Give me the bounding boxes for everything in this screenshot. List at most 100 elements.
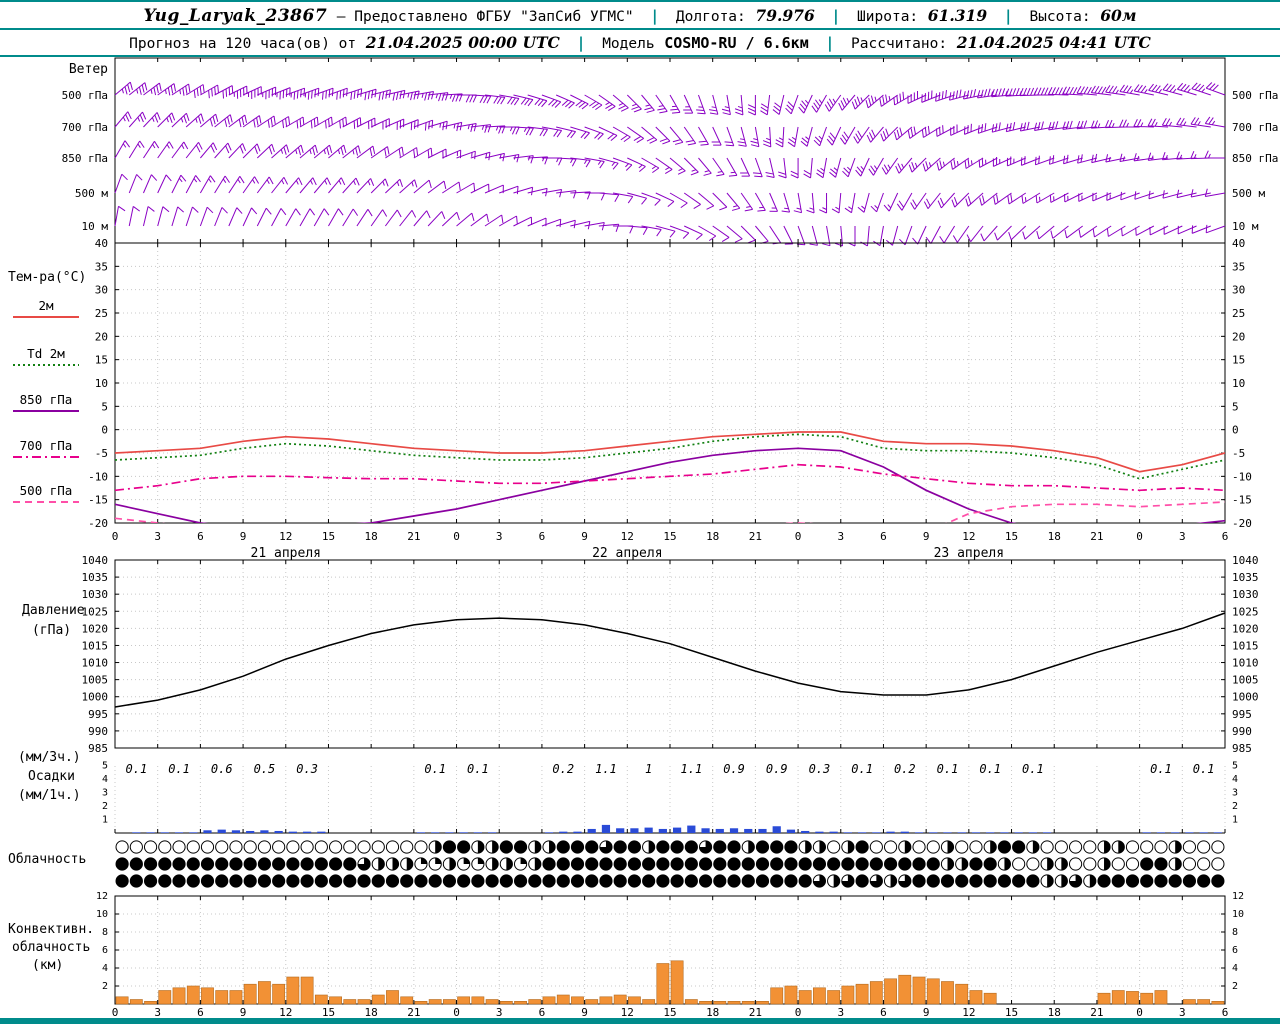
svg-text:12: 12 [621, 530, 634, 543]
svg-text:500 гПа: 500 гПа [1232, 89, 1278, 102]
svg-text:12: 12 [279, 1006, 292, 1019]
svg-text:10: 10 [95, 377, 108, 390]
svg-text:1005: 1005 [82, 674, 109, 687]
svg-text:4: 4 [1232, 774, 1238, 785]
svg-text:3: 3 [496, 1006, 503, 1019]
svg-text:9: 9 [581, 530, 588, 543]
svg-text:2: 2 [1232, 981, 1238, 992]
svg-text:0.2: 0.2 [894, 762, 916, 776]
svg-text:21: 21 [749, 1006, 762, 1019]
svg-text:-10: -10 [1232, 470, 1252, 483]
svg-text:1005: 1005 [1232, 674, 1259, 687]
svg-text:0.9: 0.9 [766, 762, 788, 776]
svg-text:-15: -15 [1232, 494, 1252, 507]
svg-text:1025: 1025 [82, 605, 109, 618]
svg-text:1000: 1000 [1232, 691, 1259, 704]
svg-text:3: 3 [102, 788, 108, 799]
svg-text:21 апреля: 21 апреля [251, 546, 321, 561]
svg-text:21: 21 [407, 530, 420, 543]
svg-text:15: 15 [663, 530, 676, 543]
svg-text:21: 21 [407, 1006, 420, 1019]
svg-text:985: 985 [1232, 742, 1252, 755]
svg-text:-15: -15 [88, 494, 108, 507]
svg-text:18: 18 [706, 530, 719, 543]
legend-item-700: 700 гПа [8, 438, 84, 461]
model-label: Модель [602, 36, 655, 52]
svg-text:1010: 1010 [82, 657, 109, 670]
altitude-label: Высота: [1029, 9, 1091, 25]
svg-text:25: 25 [95, 307, 108, 320]
svg-text:18: 18 [365, 530, 378, 543]
svg-text:18: 18 [706, 1006, 719, 1019]
svg-text:21: 21 [1090, 1006, 1103, 1019]
header-line-2: Прогноз на 120 часа(ов) от 21.04.2025 00… [0, 30, 1280, 57]
svg-text:6: 6 [197, 530, 204, 543]
svg-text:0: 0 [1136, 1006, 1143, 1019]
svg-text:0.1: 0.1 [1022, 762, 1044, 776]
svg-text:21: 21 [1090, 530, 1103, 543]
svg-text:3: 3 [496, 530, 503, 543]
svg-text:21: 21 [749, 530, 762, 543]
svg-text:850 гПа: 850 гПа [62, 152, 108, 165]
svg-text:18: 18 [1048, 1006, 1061, 1019]
temperature-panel-label: Тем-ра(°C) [8, 270, 87, 285]
svg-text:22 апреля: 22 апреля [592, 546, 662, 561]
convective-label-2: облачность [12, 940, 91, 955]
svg-text:1030: 1030 [82, 588, 109, 601]
svg-text:0.1: 0.1 [1193, 762, 1215, 776]
svg-text:6: 6 [880, 530, 887, 543]
svg-text:10 м: 10 м [1232, 220, 1259, 233]
svg-text:10: 10 [96, 909, 108, 920]
svg-text:990: 990 [88, 725, 108, 738]
svg-text:5: 5 [101, 400, 108, 413]
svg-text:0.5: 0.5 [254, 762, 276, 776]
svg-text:0.1: 0.1 [126, 762, 148, 776]
svg-text:15: 15 [663, 1006, 676, 1019]
svg-text:18: 18 [365, 1006, 378, 1019]
svg-text:5: 5 [1232, 761, 1238, 772]
latitude-value: 61.319 [927, 6, 988, 25]
temperature-panel: -20 -20 -15 -15 -10 -10 -5 -5 0 0 5 5 10 10 15 15 20 20 25… [88, 237, 1252, 530]
svg-text:15: 15 [1232, 354, 1245, 367]
svg-text:18: 18 [1048, 530, 1061, 543]
svg-text:9: 9 [240, 530, 247, 543]
svg-text:0.2: 0.2 [552, 762, 574, 776]
svg-text:12: 12 [962, 530, 975, 543]
cloudiness-panel [115, 840, 1225, 888]
svg-text:1035: 1035 [1232, 571, 1259, 584]
svg-text:1015: 1015 [82, 639, 109, 652]
svg-text:0.1: 0.1 [467, 762, 489, 776]
svg-text:3: 3 [837, 1006, 844, 1019]
header-line-1: Yug_Laryak_23867 — Предоставлено ФГБУ "З… [0, 0, 1280, 30]
svg-text:500 м: 500 м [1232, 187, 1265, 200]
forecast-label: Прогноз на 120 часа(ов) от [129, 36, 357, 52]
svg-text:4: 4 [1232, 963, 1238, 974]
svg-text:40: 40 [1232, 237, 1245, 250]
svg-text:-20: -20 [1232, 517, 1252, 530]
svg-text:3: 3 [154, 530, 161, 543]
pressure-panel: 985 985 990 990 995 995 1000 1000 1005 1005 1010 10… [82, 554, 1259, 755]
svg-text:0: 0 [112, 530, 119, 543]
svg-text:10 м: 10 м [82, 220, 109, 233]
svg-text:15: 15 [1005, 530, 1018, 543]
longitude-value: 79.976 [755, 6, 815, 25]
svg-text:15: 15 [322, 1006, 335, 1019]
pressure-unit-label: (гПа) [32, 623, 72, 638]
svg-text:8: 8 [1232, 927, 1238, 938]
svg-text:0: 0 [112, 1006, 119, 1019]
legend-item-t2m: 2м [8, 298, 84, 321]
separator: | [576, 34, 586, 52]
precipitation-panel: 1 1 2 2 3 3 4 4 5 5 0.1 0.1 0.6 0.5 0.3 0.1 0.1 0.2 1.1 1 1.… [102, 761, 1238, 834]
svg-text:995: 995 [1232, 708, 1252, 721]
svg-text:6: 6 [539, 1006, 546, 1019]
svg-text:3: 3 [837, 530, 844, 543]
svg-text:8: 8 [102, 927, 108, 938]
svg-text:15: 15 [322, 530, 335, 543]
svg-text:6: 6 [1232, 945, 1238, 956]
precip-panel-label: Осадки [28, 769, 75, 784]
svg-text:5: 5 [102, 761, 108, 772]
svg-text:1020: 1020 [1232, 622, 1259, 635]
svg-text:0: 0 [101, 424, 108, 437]
svg-text:15: 15 [1005, 1006, 1018, 1019]
